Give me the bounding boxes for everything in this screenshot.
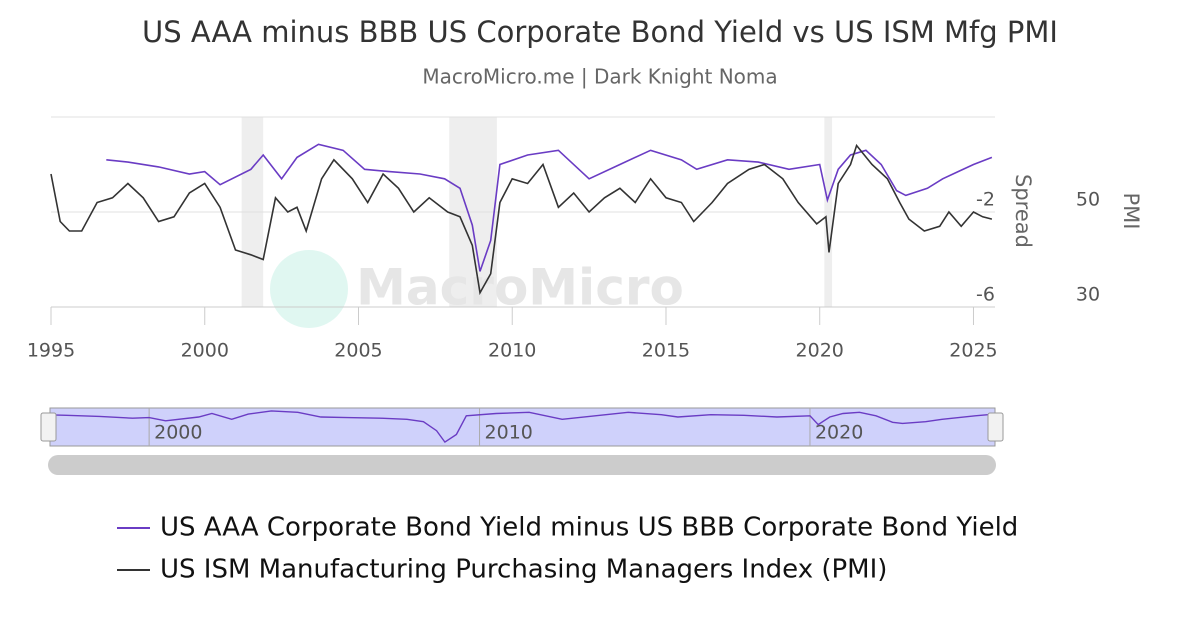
- x-tick-label: 1995: [27, 340, 75, 362]
- legend-label: US ISM Manufacturing Purchasing Managers…: [160, 555, 887, 585]
- x-tick-label: 2000: [181, 340, 229, 362]
- chart-title: US AAA minus BBB US Corporate Bond Yield…: [142, 15, 1058, 49]
- x-tick-label: 2015: [642, 340, 690, 362]
- x-tick-label: 2025: [949, 340, 997, 362]
- watermark: MacroMicro: [356, 259, 684, 317]
- series-line: [106, 143, 993, 272]
- y-tick-label: -6: [976, 284, 995, 306]
- watermark-icon: [270, 250, 348, 328]
- chart-subtitle: MacroMicro.me | Dark Knight Noma: [422, 65, 777, 89]
- y-axis-title: Spread: [1011, 174, 1035, 248]
- x-tick-label: 2010: [488, 340, 536, 362]
- navigator-group: 2000 2010 2020: [43, 408, 996, 446]
- navigator-tick-label: 2020: [815, 422, 863, 444]
- navigator-tick-label: 2010: [485, 422, 533, 444]
- navigator-handle-right[interactable]: [987, 412, 1004, 442]
- series-line: [50, 143, 993, 296]
- legend: US AAA Corporate Bond Yield minus US BBB…: [117, 513, 1018, 585]
- y2-axis-title: PMI: [1119, 193, 1143, 230]
- y2-tick-label: 50: [1076, 189, 1100, 211]
- navigator-tick-label: 2000: [154, 422, 202, 444]
- y-tick-label: -2: [976, 189, 995, 211]
- y2-tick-label: 30: [1076, 284, 1100, 306]
- legend-label: US AAA Corporate Bond Yield minus US BBB…: [160, 513, 1018, 543]
- scrollbar[interactable]: [48, 455, 996, 475]
- x-tick-label: 2020: [796, 340, 844, 362]
- navigator-handle-left[interactable]: [40, 412, 57, 442]
- navigator-line: [43, 410, 996, 444]
- x-tick-label: 2005: [334, 340, 382, 362]
